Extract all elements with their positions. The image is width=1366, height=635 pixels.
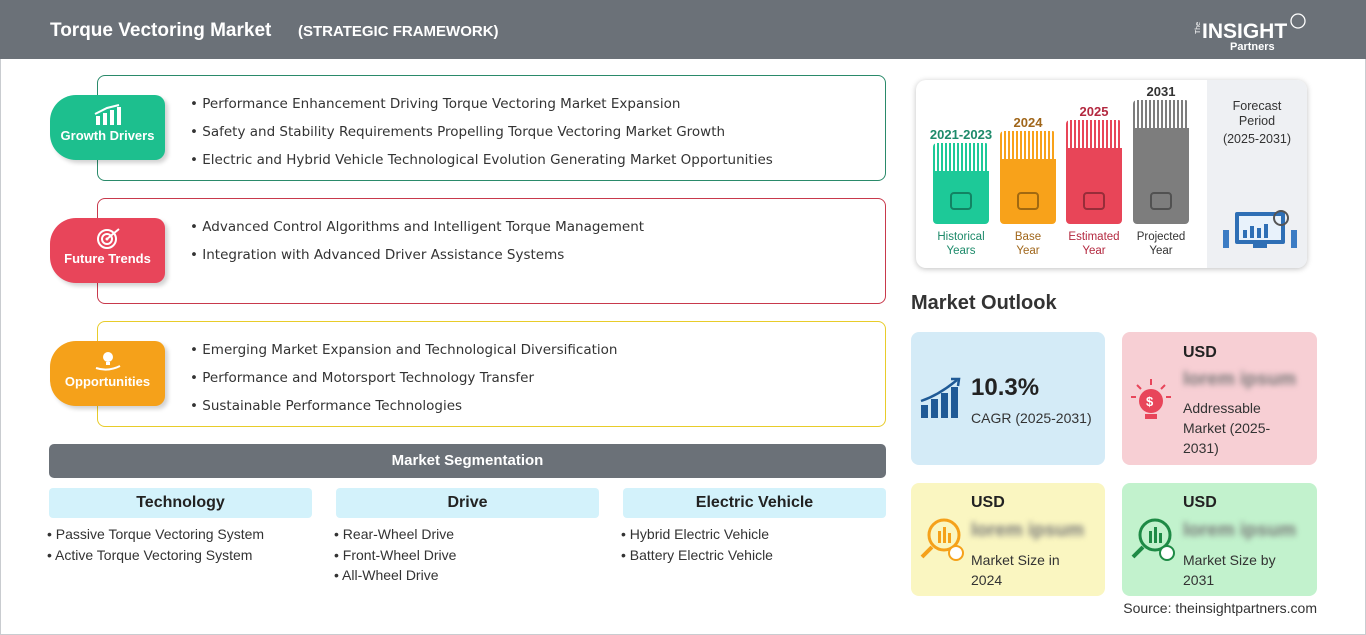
future-trend-item: Advanced Control Algorithms and Intellig… <box>190 219 644 235</box>
addressable-currency: USD <box>1183 344 1217 361</box>
history-icon <box>950 192 972 210</box>
segment-electric-vehicle: Electric Vehicle <box>623 488 886 518</box>
opportunity-item: Emerging Market Expansion and Technologi… <box>190 342 617 358</box>
addressable-value: lorem ipsum <box>1183 369 1296 390</box>
market-size-2031-card: USD lorem ipsum Market Size by 2031 <box>1122 483 1317 596</box>
label-line: Market Size in <box>971 552 1060 568</box>
segment-item: Rear-Wheel Drive <box>334 526 454 542</box>
segment-item: Passive Torque Vectoring System <box>47 526 264 542</box>
label-line: Addressable <box>1183 400 1261 416</box>
timeline-bar-base <box>1000 131 1056 224</box>
analytics-icon <box>1083 192 1105 210</box>
segment-technology: Technology <box>49 488 312 518</box>
size-2024-currency: USD <box>971 494 1005 511</box>
growth-chart-icon <box>94 104 121 125</box>
segment-item: All-Wheel Drive <box>334 567 438 583</box>
timeline-bar-projected <box>1133 100 1189 224</box>
label-line: 2024 <box>971 572 1003 588</box>
timeline-caption: Estimated Year <box>1068 231 1120 257</box>
market-outlook-title: Market Outlook <box>911 292 1057 314</box>
timeline-year: 2021-2023 <box>929 127 993 142</box>
cagr-card: 10.3% CAGR (2025-2031) <box>911 332 1105 465</box>
timeline-year: 2024 <box>1013 115 1043 130</box>
presentation-icon <box>1150 192 1172 210</box>
label-line: Market (2025- <box>1183 420 1271 436</box>
segmentation-header: Market Segmentation <box>49 444 886 478</box>
growth-driver-item: Safety and Stability Requirements Propel… <box>190 124 725 140</box>
timeline-bar-estimated <box>1066 120 1122 224</box>
lightbulb-hand-icon <box>95 352 120 371</box>
market-search-icon <box>920 518 964 561</box>
future-trends-badge: Future Trends <box>50 218 165 283</box>
insight-partners-logo: The INSIGHT Partners <box>1190 10 1310 54</box>
dollar-lightbulb-icon: $ <box>1131 379 1171 419</box>
growth-driver-item: Electric and Hybrid Vehicle Technologica… <box>190 152 773 168</box>
timeline-caption: Base Year <box>1014 231 1042 257</box>
growth-drivers-badge: Growth Drivers <box>50 95 165 160</box>
calendar-icon <box>1017 192 1039 210</box>
header-bar <box>0 0 1366 59</box>
timeline-bar-historical <box>933 143 989 224</box>
segment-item: Active Torque Vectoring System <box>47 547 252 563</box>
future-trends-label: Future Trends <box>64 251 151 266</box>
opportunities-badge: Opportunities <box>50 341 165 406</box>
timeline-card: Forecast Period (2025-2031) 2021-2023 His… <box>916 80 1307 268</box>
svg-text:INSIGHT: INSIGHT <box>1202 20 1287 43</box>
timeline-caption: Historical Years <box>937 231 985 257</box>
opportunities-label: Opportunities <box>64 374 151 389</box>
svg-text:Partners: Partners <box>1230 41 1275 53</box>
cagr-label: CAGR (2025-2031) <box>971 410 1092 426</box>
market-size-2024-card: USD lorem ipsum Market Size in 2024 <box>911 483 1105 596</box>
size-2031-label: Market Size by 2031 <box>1183 550 1276 590</box>
timeline-year: 2031 <box>1146 84 1176 99</box>
segment-drive: Drive <box>336 488 599 518</box>
future-trend-item: Integration with Advanced Driver Assista… <box>190 247 564 263</box>
opportunity-item: Performance and Motorsport Technology Tr… <box>190 370 534 386</box>
label-line: Market Size by <box>1183 552 1276 568</box>
segment-item: Battery Electric Vehicle <box>621 547 773 563</box>
target-icon <box>96 228 120 249</box>
cagr-value: 10.3% <box>971 374 1040 401</box>
page-title: Torque Vectoring Market <box>50 20 272 41</box>
label-line: 2031) <box>1183 440 1219 456</box>
timeline-caption: Projected Year <box>1136 231 1186 257</box>
label-line: 2031 <box>1183 572 1215 588</box>
timeline-year: 2025 <box>1079 104 1109 119</box>
svg-text:$: $ <box>1146 394 1154 409</box>
forecast-label: Forecast <box>1232 99 1282 113</box>
svg-text:The: The <box>1195 22 1202 34</box>
forecast-period-panel: Forecast Period (2025-2031) <box>1207 80 1307 268</box>
segment-item: Front-Wheel Drive <box>334 547 457 563</box>
addressable-label: Addressable Market (2025- 2031) <box>1183 398 1270 458</box>
segment-item: Hybrid Electric Vehicle <box>621 526 769 542</box>
addressable-market-card: $ USD lorem ipsum Addressable Market (202… <box>1122 332 1317 465</box>
growth-drivers-label: Growth Drivers <box>60 128 155 143</box>
size-2024-label: Market Size in 2024 <box>971 550 1060 590</box>
growth-chart-icon <box>920 377 961 418</box>
growth-driver-item: Performance Enhancement Driving Torque V… <box>190 96 680 112</box>
opportunity-item: Sustainable Performance Technologies <box>190 398 462 414</box>
size-2031-value: lorem ipsum <box>1183 520 1296 541</box>
page-subtitle: (STRATEGIC FRAMEWORK) <box>298 23 499 40</box>
size-2031-currency: USD <box>1183 494 1217 511</box>
source-text: Source: theinsightpartners.com <box>1123 600 1317 616</box>
forecast-range: (2025-2031) <box>1222 132 1292 146</box>
size-2024-value: lorem ipsum <box>971 520 1084 541</box>
analytics-illustration-icon <box>1223 210 1297 248</box>
market-search-icon <box>1131 518 1175 561</box>
forecast-label: Period <box>1238 114 1276 128</box>
